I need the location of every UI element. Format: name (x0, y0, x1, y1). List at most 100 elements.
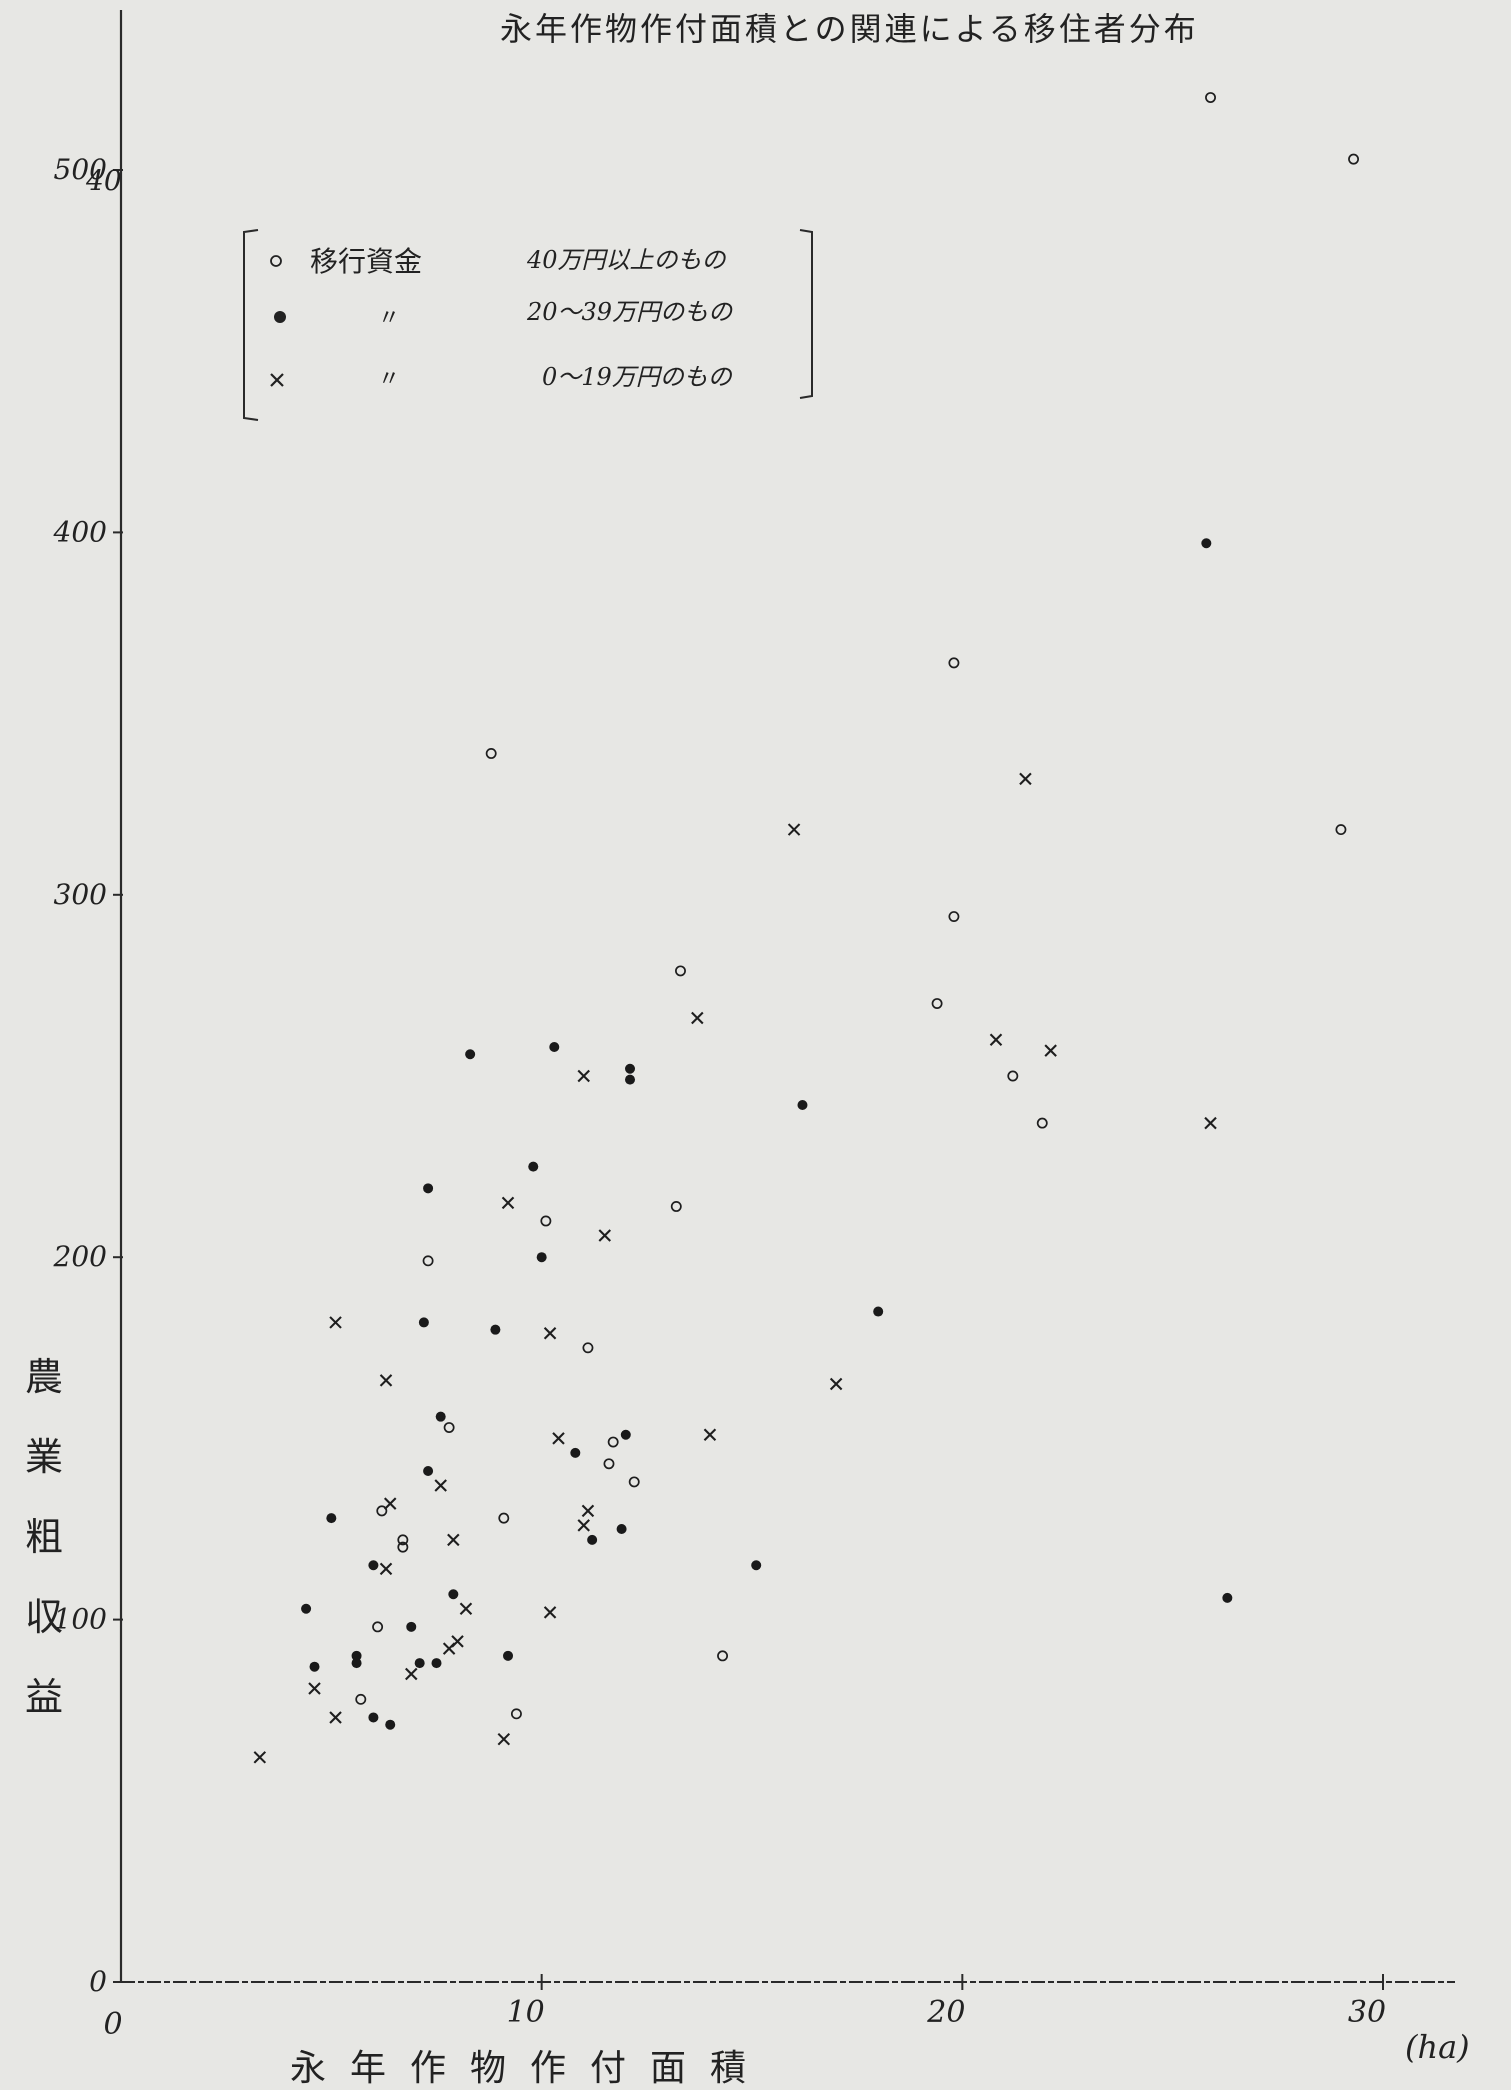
data-point-filled-circle (448, 1589, 459, 1600)
data-point-open-circle (628, 1476, 640, 1488)
data-point-filled-circle (797, 1099, 808, 1110)
data-point-cross (383, 1497, 397, 1510)
y-tick-label: 200 (53, 1240, 107, 1273)
data-point-filled-circle (503, 1650, 514, 1661)
data-points (253, 92, 1360, 1764)
data-point-open-circle (376, 1505, 388, 1517)
data-point-cross (703, 1428, 717, 1442)
data-point-open-circle (717, 1650, 729, 1662)
data-point-filled-circle (625, 1074, 636, 1085)
data-point-open-circle (540, 1215, 552, 1227)
x-axis-label: 永年作物作付面積 (290, 2048, 770, 2089)
data-point-cross (543, 1327, 557, 1340)
data-point-filled-circle (549, 1042, 560, 1053)
data-point-open-circle (510, 1708, 522, 1720)
y-tick: 0 (89, 1965, 123, 1998)
data-point-open-circle (443, 1422, 455, 1433)
data-point-open-circle (485, 748, 497, 759)
y-tick: 100 (54, 1603, 123, 1636)
data-point-filled-circle (1201, 538, 1212, 549)
data-point-cross (829, 1377, 843, 1391)
x-tick-label: 0 (103, 2007, 122, 2042)
y-tick: 500 (54, 153, 123, 186)
data-point-filled-circle (873, 1306, 884, 1317)
data-point-cross (989, 1033, 1003, 1047)
data-point-cross (459, 1602, 473, 1615)
data-point-cross (1044, 1044, 1057, 1057)
data-point-filled-circle (368, 1560, 379, 1571)
chart-title: 永年作物作付面積との関連による移住者分布 (500, 10, 1199, 48)
data-point-filled-circle (351, 1658, 362, 1669)
data-point-cross (577, 1519, 590, 1532)
data-point-cross (552, 1432, 565, 1445)
data-point-cross (1019, 772, 1032, 786)
data-point-filled-circle (326, 1513, 337, 1524)
data-point-cross (434, 1479, 447, 1492)
legend-label-2: 〃 (378, 306, 400, 331)
data-point-filled-circle (1222, 1592, 1233, 1603)
data-point-cross (329, 1711, 342, 1724)
data-point-open-circle (1348, 153, 1360, 165)
legend-range-3: 0～19万円のもの (542, 363, 734, 391)
x-tick-label: 10 (507, 1995, 545, 2030)
data-point-filled-circle (368, 1712, 379, 1723)
data-point-cross (253, 1751, 267, 1764)
data-point-cross (447, 1533, 460, 1547)
legend-range-2: 20～39万円のもの (526, 298, 734, 326)
data-point-filled-circle (528, 1161, 539, 1172)
y-tick: 300 (54, 878, 123, 911)
data-point-cross (543, 1606, 557, 1619)
data-point-open-circle (670, 1201, 682, 1212)
legend-left-bracket (243, 229, 259, 421)
y-top-overwrite-label: 40 (85, 164, 122, 197)
data-point-cross (442, 1642, 456, 1655)
data-point-cross (501, 1196, 515, 1210)
y-tick-label: 300 (54, 878, 107, 911)
y-axis-label: 農業粗収益 (25, 1355, 63, 1719)
data-point-filled-circle (587, 1534, 598, 1545)
legend-label-3: 〃 (378, 367, 400, 392)
data-point-filled-circle (536, 1252, 547, 1263)
data-point-open-circle (582, 1342, 594, 1354)
y-tick-label: 0 (89, 1965, 107, 1998)
data-point-cross (379, 1562, 393, 1576)
data-point-open-circle (1007, 1070, 1019, 1082)
data-point-filled-circle (435, 1411, 446, 1422)
data-point-filled-circle (751, 1560, 762, 1571)
data-point-cross (405, 1667, 418, 1681)
data-point-cross (1204, 1116, 1217, 1130)
data-point-cross (308, 1682, 321, 1695)
legend-filled-circle-marker (274, 311, 286, 323)
data-point-filled-circle (423, 1183, 434, 1194)
data-point-filled-circle (418, 1317, 429, 1328)
x-tick: 20 (926, 1974, 965, 2030)
y-tick-label: 500 (54, 153, 107, 186)
data-point-filled-circle (309, 1661, 320, 1672)
data-point-filled-circle (301, 1603, 312, 1614)
data-point-filled-circle (431, 1658, 442, 1669)
legend-right-bracket (799, 229, 813, 399)
data-point-filled-circle (385, 1719, 396, 1730)
data-point-cross (598, 1229, 612, 1242)
x-tick: 10 (507, 1974, 545, 2030)
data-point-open-circle (948, 657, 960, 669)
data-point-open-circle (675, 965, 686, 977)
data-point-open-circle (607, 1436, 619, 1448)
data-point-cross (577, 1069, 590, 1083)
data-point-filled-circle (465, 1049, 476, 1060)
legend-open-circle-marker (270, 255, 282, 267)
data-point-filled-circle (616, 1524, 627, 1534)
plot-area: 0 100 200 300 400 500 0 10 20 30 (53, 10, 1455, 2042)
y-ticks: 0 100 200 300 400 500 (53, 153, 123, 1998)
data-point-open-circle (422, 1255, 434, 1267)
x-tick: 0 (103, 2007, 122, 2042)
data-point-open-circle (355, 1693, 367, 1705)
y-tick-label: 100 (54, 1603, 107, 1636)
data-point-cross (379, 1374, 393, 1387)
data-point-open-circle (397, 1541, 409, 1553)
legend: 移行資金 40万円以上のもの 〃 20～39万円のもの 〃 0～19万円のもの (243, 229, 813, 421)
data-point-filled-circle (570, 1447, 581, 1458)
legend-label-1: 移行資金 (310, 245, 422, 278)
data-point-open-circle (1205, 92, 1216, 103)
y-tick: 200 (53, 1240, 123, 1273)
